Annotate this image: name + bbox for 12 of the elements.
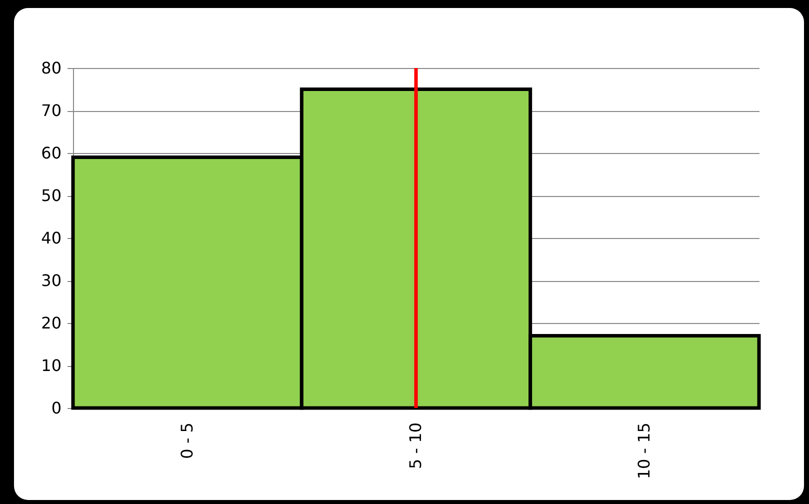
y-tick-label: 60 [41,144,62,162]
y-tick-label: 80 [41,58,62,78]
y-tick-label: 0 [51,398,62,418]
y-tick-label: 20 [41,314,62,332]
x-tick-label: 5 - 10 [406,422,425,469]
y-tick-label: 30 [41,271,62,290]
y-tick-label: 40 [41,228,62,248]
y-tick-label: 70 [41,101,62,120]
y-tick-label: 10 [41,356,62,375]
x-tick-label: 0 - 5 [177,422,196,459]
x-tick-label: 10 - 15 [634,422,654,480]
y-tick-label: 50 [41,186,62,205]
